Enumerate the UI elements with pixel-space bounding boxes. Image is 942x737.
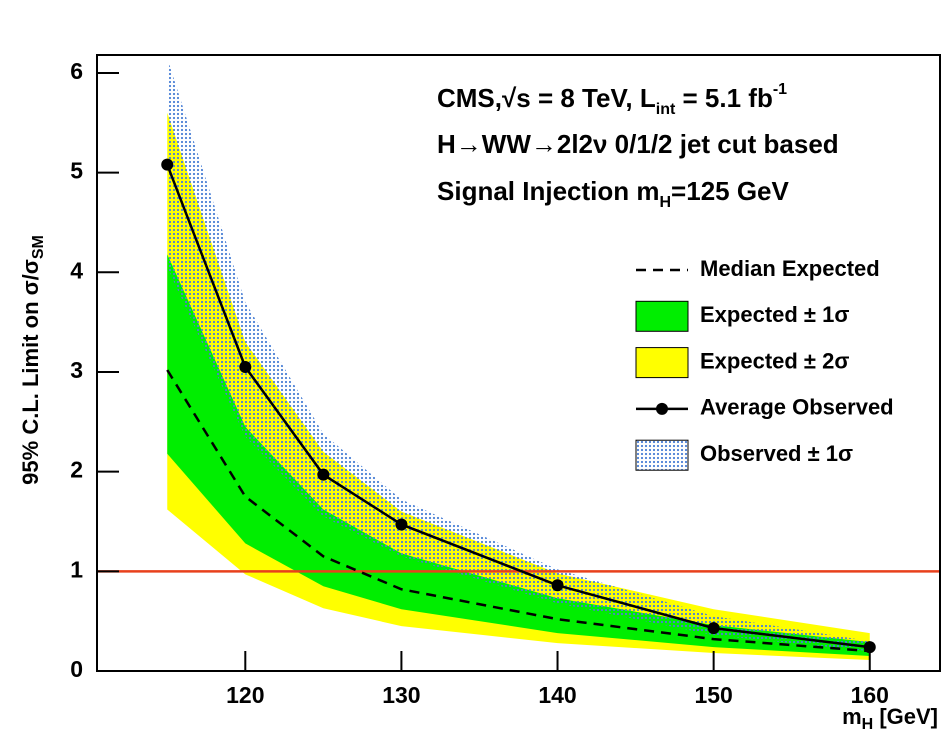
legend-label: Expected ± 2σ <box>700 348 849 373</box>
y-tick-label: 3 <box>70 357 83 383</box>
x-tick-label: 140 <box>538 682 576 708</box>
legend-swatch <box>635 439 689 471</box>
band <box>167 254 870 657</box>
band <box>167 57 870 652</box>
y-tick-label: 5 <box>70 158 83 184</box>
legend-swatch <box>635 347 689 379</box>
y-tick-label: 2 <box>70 457 83 483</box>
marker <box>395 518 408 531</box>
y-axis-label: 95% C.L. Limit on σ/σSM <box>18 235 47 485</box>
y-tick-label: 4 <box>70 257 83 283</box>
legend-label: Average Observed <box>700 395 894 420</box>
x-tick-label: 160 <box>851 682 889 708</box>
y-tick-label: 6 <box>70 58 83 84</box>
annotation: CMS,√s = 8 TeV, Lint = 5.1 fb-1 <box>437 81 787 118</box>
legend-label: Observed ± 1σ <box>700 441 853 466</box>
marker <box>317 468 330 481</box>
marker <box>863 641 876 654</box>
marker <box>161 158 174 171</box>
x-tick-label: 150 <box>694 682 732 708</box>
frame <box>96 54 941 672</box>
annotation: Signal Injection mH=125 GeV <box>437 176 790 211</box>
marker <box>551 579 564 592</box>
line <box>166 369 870 653</box>
legend-swatch <box>635 300 689 332</box>
legend-label: Median Expected <box>700 256 880 281</box>
annotation: H→WW→2l2ν 0/1/2 jet cut based <box>437 129 839 159</box>
y-tick-label: 0 <box>70 656 83 682</box>
x-tick-label: 120 <box>226 682 264 708</box>
legend-marker <box>656 402 668 415</box>
plot-area <box>97 57 940 661</box>
legend-label: Expected ± 1σ <box>700 302 849 327</box>
marker <box>707 622 720 635</box>
x-tick-label: 130 <box>382 682 420 708</box>
marker <box>239 360 252 373</box>
y-tick-label: 1 <box>70 556 83 582</box>
x-axis-label: mH [GeV] <box>842 704 938 733</box>
